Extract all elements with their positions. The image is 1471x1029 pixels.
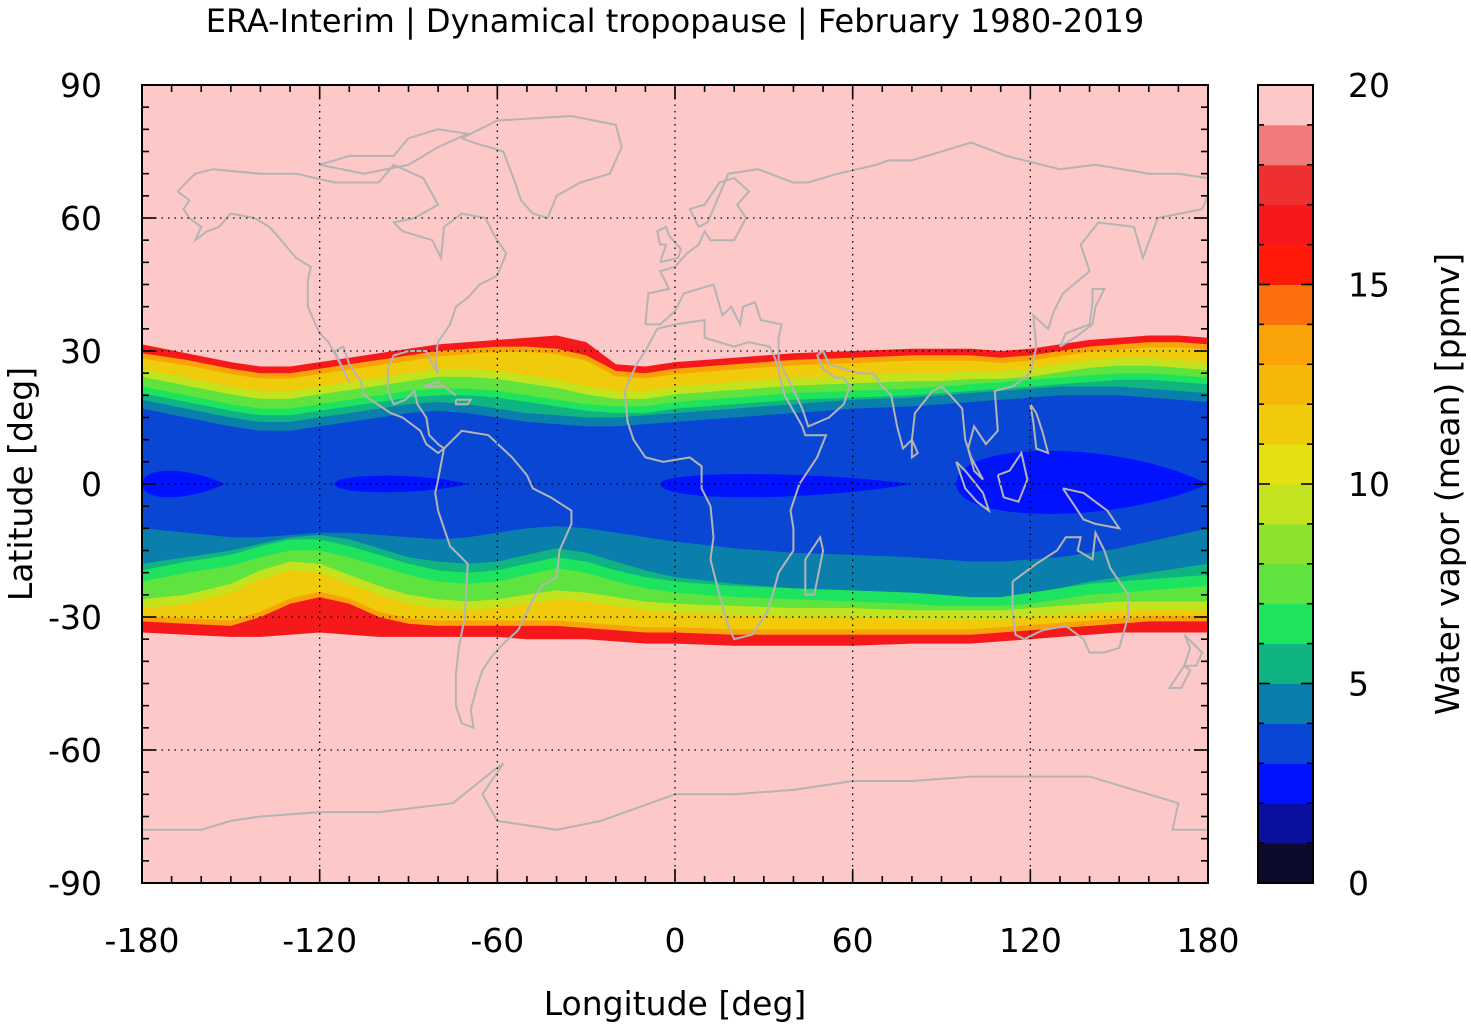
coastline-18: [910, 439, 920, 460]
colorbar-segment: [1258, 563, 1313, 605]
colorbar-tick-label: 5: [1348, 665, 1369, 704]
deep-blue-core-1: [334, 475, 468, 493]
water-vapor-field: [142, 335, 1208, 646]
coastline-2: [319, 128, 472, 175]
colorbar-segment: [1258, 643, 1313, 684]
colorbar-ticks: [1258, 84, 1313, 884]
deep-blue-core-0: [142, 470, 225, 498]
coastline-8: [1058, 287, 1107, 348]
coastline-19: [1029, 403, 1050, 455]
colorbar-segment: [1258, 484, 1313, 525]
axis-ticks: [141, 84, 1209, 884]
x-tick-label: 60: [832, 921, 874, 960]
x-tick-label: 120: [999, 921, 1062, 960]
colorbar-tick-labels: 0 5 10 15 20: [1348, 66, 1390, 903]
y-tick-label: -90: [48, 864, 102, 903]
coastlines: [142, 114, 1208, 831]
colorbar-tick-label: 0: [1348, 864, 1369, 903]
coastline-1: [461, 114, 623, 220]
y-axis-title: Latitude [deg]: [1, 367, 40, 601]
y-tick-labels: 90 60 30 0 -30 -60 -90: [48, 66, 102, 903]
colorbar-title: Water vapor (mean) [ppmv]: [1428, 253, 1467, 715]
colorbar-segment: [1258, 324, 1313, 365]
coastline-14: [1167, 664, 1192, 689]
grid-lines: [142, 85, 1208, 883]
x-tick-label: 180: [1177, 921, 1240, 960]
x-axis-title: Longitude [deg]: [544, 984, 807, 1023]
coastline-11: [1062, 487, 1122, 530]
coastline-15: [142, 762, 1208, 831]
colorbar-segment: [1258, 763, 1313, 804]
y-tick-label: 30: [60, 332, 102, 371]
y-tick-label: -30: [48, 598, 102, 637]
colorbar-segment: [1258, 204, 1313, 246]
colorbar-segment: [1258, 244, 1313, 285]
colorbar-segment: [1258, 843, 1313, 884]
colorbar-segment: [1258, 603, 1313, 645]
colorbar-segment: [1258, 124, 1313, 166]
y-tick-label: 60: [60, 199, 102, 238]
x-tick-label: -120: [282, 921, 357, 960]
colorbar-segment: [1258, 364, 1313, 405]
colorbar-segment: [1258, 164, 1313, 206]
colorbar-segment: [1258, 723, 1313, 764]
colorbar-segment: [1258, 284, 1313, 325]
coastline-7: [656, 225, 683, 264]
x-tick-label: -60: [470, 921, 524, 960]
colorbar-segment: [1258, 85, 1313, 126]
x-tick-labels: -180 -120 -60 0 60 120 180: [105, 921, 1240, 960]
colorbar-segment: [1258, 404, 1313, 445]
y-tick-label: 0: [81, 465, 102, 504]
chart-title: ERA-Interim | Dynamical tropopause | Feb…: [206, 2, 1145, 40]
colorbar-tick-label: 10: [1348, 465, 1390, 504]
coastline-13: [1182, 633, 1204, 667]
deep-blue-core-2: [660, 474, 912, 498]
colorbar-segment: [1258, 523, 1313, 565]
coastline-3: [434, 429, 573, 730]
colorbar-tick-label: 20: [1348, 66, 1390, 105]
x-tick-label: -180: [105, 921, 180, 960]
coastline-17: [454, 398, 473, 406]
coastline-10: [955, 461, 991, 514]
colorbar-segment: [1258, 683, 1313, 724]
y-tick-label: 90: [60, 66, 102, 105]
coastline-9: [996, 450, 1029, 503]
coastline-5: [804, 534, 825, 596]
colorbar-segment: [1258, 803, 1313, 844]
coastline-4: [623, 318, 828, 641]
coastline-16: [423, 380, 457, 397]
colorbar-tick-label: 15: [1348, 266, 1390, 305]
colorbar-segment: [1258, 444, 1313, 485]
colorbar: [1258, 85, 1313, 884]
y-tick-label: -60: [48, 731, 102, 770]
coastline-6: [644, 141, 1208, 481]
coastline-12: [1011, 529, 1130, 654]
x-tick-label: 0: [665, 921, 686, 960]
plot-area: [142, 85, 1208, 883]
coastline-0: [176, 163, 508, 455]
